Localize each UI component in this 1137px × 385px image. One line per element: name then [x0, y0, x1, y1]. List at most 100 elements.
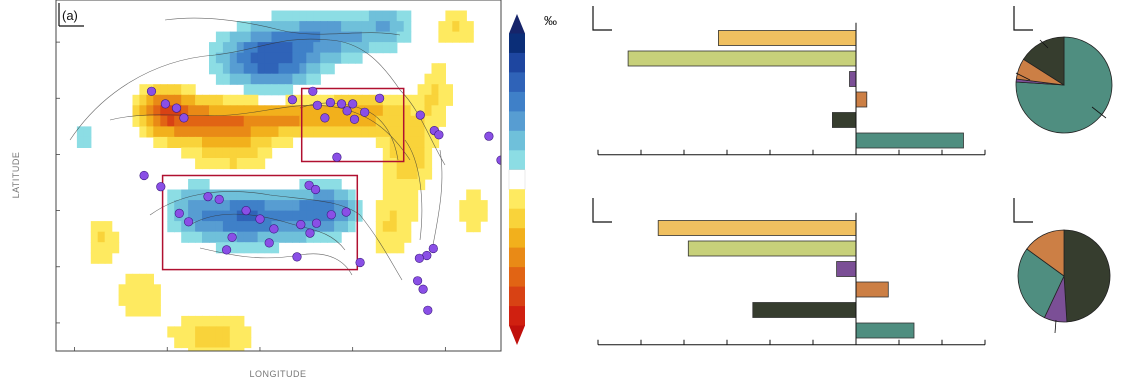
field-cell: [341, 115, 349, 127]
field-cell: [361, 21, 370, 33]
field-cell: [209, 326, 217, 338]
field-cell: [271, 63, 280, 75]
bar: [627, 50, 857, 67]
field-cell: [153, 294, 161, 306]
field-cell: [452, 31, 460, 43]
field-cell: [285, 210, 294, 222]
map-ylabel: LATITUDE: [11, 152, 21, 199]
field-cell: [375, 126, 384, 138]
colorbar-cell: [509, 111, 525, 132]
field-cell: [215, 347, 224, 351]
panel-label-bracket: [592, 6, 612, 31]
field-cell: [139, 305, 147, 317]
bar: [855, 281, 889, 298]
field-cell: [209, 63, 217, 75]
field-cell: [292, 221, 300, 233]
field-cell: [473, 189, 481, 201]
field-cell: [466, 221, 474, 233]
field-cell: [306, 200, 314, 212]
field-cell: [83, 126, 92, 138]
field-cell: [320, 221, 328, 233]
field-cell: [285, 136, 294, 148]
field-cell: [396, 231, 405, 243]
field-cell: [424, 84, 433, 96]
field-cell: [264, 31, 273, 43]
field-cell: [222, 347, 231, 351]
field-cell: [257, 147, 266, 159]
field-cell: [438, 84, 446, 96]
field-cell: [243, 326, 252, 338]
field-cell: [167, 94, 175, 106]
field-cell: [389, 147, 398, 159]
field-cell: [473, 210, 481, 222]
field-cell: [153, 105, 161, 117]
field-cell: [250, 200, 259, 212]
field-cell: [285, 115, 294, 127]
field-cell: [348, 126, 356, 138]
field-cell: [396, 179, 405, 191]
field-cell: [417, 147, 426, 159]
pie-leader: [1091, 106, 1107, 119]
field-cell: [327, 179, 335, 191]
field-cell: [382, 179, 391, 191]
field-cell: [215, 42, 224, 54]
field-cell: [271, 10, 280, 22]
bar-chart-b: [592, 6, 986, 156]
field-cell: [285, 42, 294, 54]
field-cell: [202, 200, 210, 212]
field-cell: [424, 73, 433, 85]
field-cell: [285, 63, 294, 75]
field-cell: [271, 210, 280, 222]
contour-line: [404, 139, 423, 241]
field-cell: [188, 210, 196, 222]
colorbar-cell: [508, 169, 526, 190]
station-dot: [434, 130, 444, 140]
station-dot: [336, 99, 347, 109]
field-cell: [160, 136, 168, 148]
field-cell: [292, 189, 300, 201]
field-cell: [90, 242, 99, 254]
field-cell: [243, 200, 252, 212]
field-cell: [292, 10, 300, 22]
field-cell: [174, 94, 182, 106]
field-cell: [403, 200, 412, 212]
contour-line: [189, 213, 346, 251]
field-cell: [396, 10, 405, 22]
pie-leader: [1054, 319, 1057, 334]
field-cell: [306, 21, 314, 33]
bar: [657, 220, 857, 236]
field-cell: [146, 105, 154, 117]
field-cell: [320, 21, 328, 33]
field-cell: [355, 200, 363, 212]
field-cell: [375, 210, 384, 222]
field-cell: [229, 31, 238, 43]
field-cell: [403, 105, 412, 117]
field-cell: [188, 337, 196, 349]
field-cell: [222, 337, 231, 349]
field-cell: [146, 94, 154, 106]
station-dot: [342, 106, 352, 116]
field-cell: [209, 315, 217, 327]
field-cell: [139, 294, 147, 306]
field-cell: [202, 126, 210, 138]
field-cell: [424, 136, 433, 148]
field-cell: [195, 147, 203, 159]
field-cell: [257, 200, 266, 212]
field-cell: [396, 200, 405, 212]
field-cell: [403, 168, 412, 180]
field-cell: [466, 21, 474, 33]
field-cell: [396, 242, 405, 254]
field-cell: [403, 158, 412, 170]
field-cell: [410, 94, 419, 106]
field-cell: [424, 105, 433, 117]
field-cell: [313, 115, 321, 127]
field-cell: [215, 63, 224, 75]
contour-line: [164, 17, 401, 36]
field-cell: [250, 52, 259, 64]
field-cell: [278, 84, 287, 96]
field-cell: [278, 115, 287, 127]
field-cell: [181, 147, 189, 159]
field-cell: [195, 126, 203, 138]
field-cell: [355, 31, 363, 43]
field-cell: [250, 94, 259, 106]
